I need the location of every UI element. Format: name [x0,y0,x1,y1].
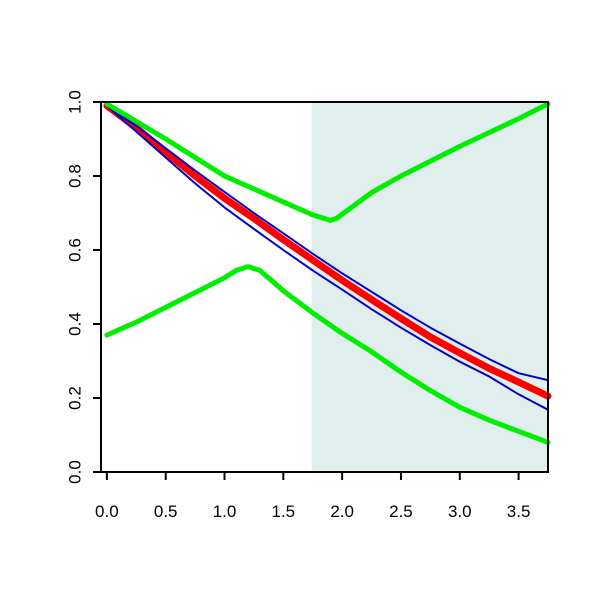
y-tick-label: 1.0 [66,90,85,114]
x-tick-label: 3.0 [448,502,472,521]
x-tick-label: 1.5 [272,502,296,521]
series-line-5 [104,264,551,445]
y-tick-label: 0.2 [66,386,85,410]
plot-frame [100,101,549,473]
x-tick-label: 2.5 [389,502,413,521]
y-tick-label: 0.6 [66,238,85,262]
y-tick-label: 0.4 [66,312,85,336]
x-tick-label: 1.0 [213,502,237,521]
x-tick-label: 0.5 [154,502,178,521]
axis-layer: 0.0 0.5 1.0 1.5 2.0 2.5 3.0 3.5 0.0 0.2 0.4 0.6 0.8 1… [66,90,549,521]
series-layer [103,101,552,445]
series-line-3 [105,104,549,411]
y-tick-label: 0.8 [66,164,85,188]
series-line-4 [104,101,551,223]
x-tick-label: 2.0 [330,502,354,521]
y-tick-label: 0.0 [66,460,85,484]
x-tick-label: 0.0 [95,502,119,521]
x-tick-label: 3.5 [507,502,531,521]
series-line-2 [105,104,549,382]
series-line-1 [103,102,552,400]
